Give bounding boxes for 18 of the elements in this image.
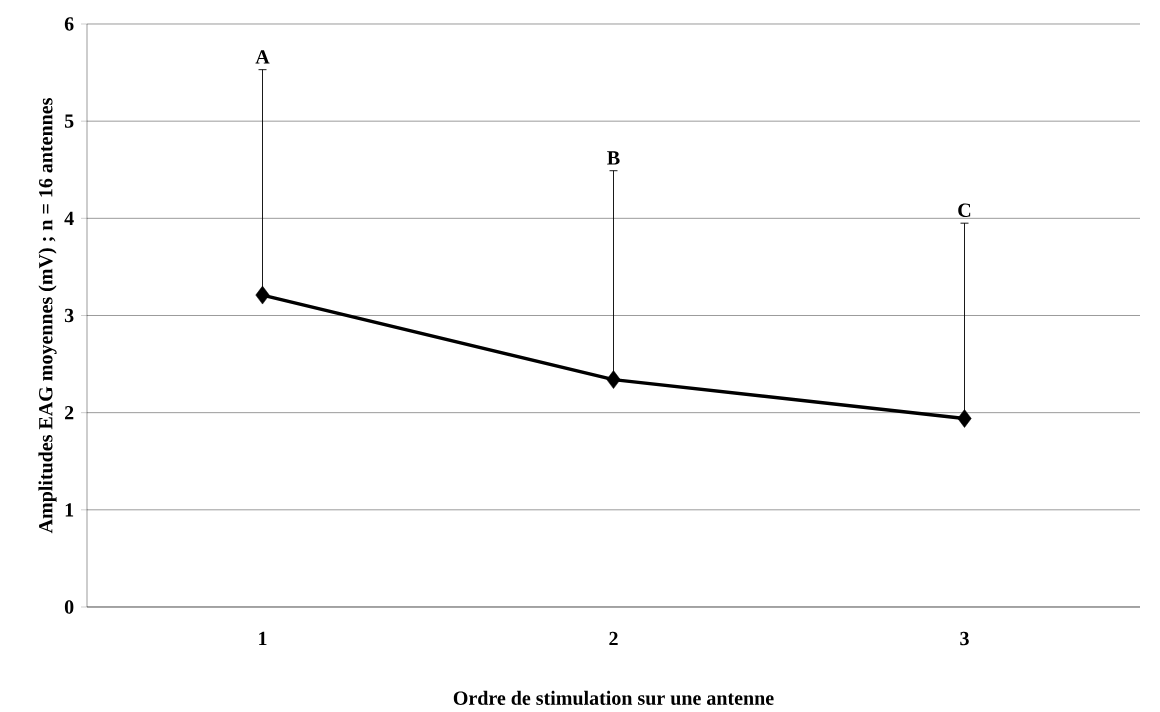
point [255, 286, 270, 305]
annotation: A [255, 50, 270, 64]
annotation: B [607, 151, 620, 165]
y-tick-label: 2 [64, 406, 74, 420]
y-tick-label: 4 [64, 211, 74, 226]
x-tick-label: 2 [609, 632, 618, 646]
x-axis-title: Ordre de stimulation sur une antenne [453, 691, 774, 706]
y-tick-label: 6 [64, 17, 74, 31]
x-tick-label: 3 [960, 632, 969, 646]
y-tick-label: 1 [65, 503, 74, 517]
point [957, 409, 972, 428]
y-tick-label: 3 [64, 308, 74, 323]
annotation: C [958, 203, 971, 218]
y-tick-label: 0 [64, 600, 74, 614]
point [606, 370, 621, 390]
y-axis-title: Amplitudes EAG moyennes (mV) ; n = 16 antennes [38, 98, 57, 534]
x-tick-label: 1 [259, 632, 267, 646]
y-tick-label: 5 [64, 114, 74, 128]
